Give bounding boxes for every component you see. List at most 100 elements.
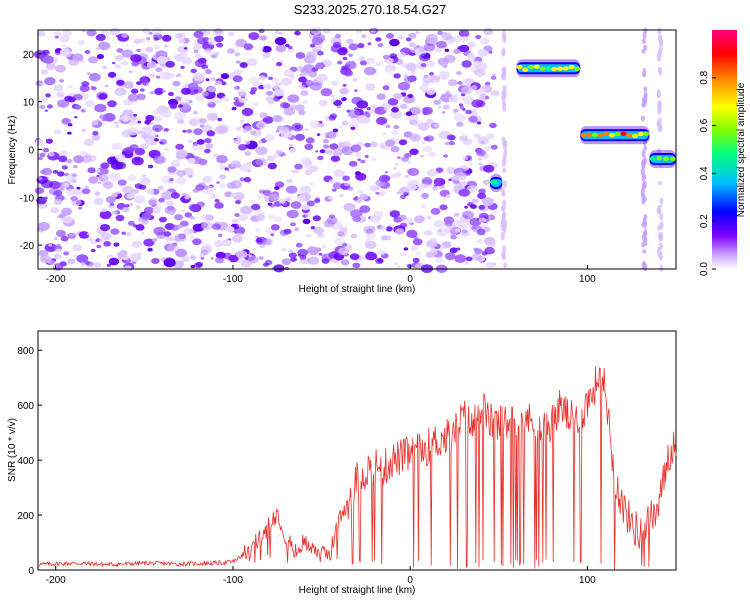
spectrogram-cell: [114, 124, 120, 129]
spectrogram-cell: [283, 107, 296, 116]
spectrogram-cell: [295, 242, 303, 248]
spectrogram-cell: [308, 182, 314, 186]
spectrogram-cell: [170, 74, 175, 78]
spectrogram-cell: [204, 148, 211, 154]
spectrogram-cell: [121, 60, 128, 66]
spectrogram-cell: [315, 62, 325, 70]
spectrogram-cell: [400, 103, 408, 110]
spectrogram-cell: [181, 209, 186, 213]
spectrogram-cell: [244, 125, 253, 132]
spectrogram-cell: [93, 262, 102, 268]
snr-x-tick-label: -200: [46, 575, 66, 586]
signal-peak: [614, 132, 621, 137]
spectrogram-cell: [285, 197, 291, 202]
spectrogram-cell: [102, 65, 108, 70]
spectrogram-cell: [483, 27, 494, 36]
spectrogram-cell: [135, 224, 145, 231]
spectrogram-cell: [263, 83, 272, 90]
spectrogram-cell: [429, 72, 434, 76]
signal-peak: [557, 66, 563, 71]
spectrogram-cell: [111, 142, 122, 150]
spectrogram-cell: [361, 34, 367, 39]
spectrogram-cell: [342, 56, 348, 61]
spectrogram-cell: [226, 48, 235, 55]
spectrogram-cell: [254, 102, 258, 106]
spectrogram-cell: [108, 172, 121, 182]
spectrogram-cell: [642, 232, 646, 243]
chart-title: S233.2025.270.18.54.G27: [294, 2, 447, 17]
spectrogram-cell: [354, 89, 358, 92]
spectrogram-cell: [117, 179, 127, 186]
spectrogram-cell: [459, 225, 464, 229]
spectrogram-cell: [146, 188, 155, 195]
spectrogram-cell: [139, 76, 148, 84]
spectrogram-cell: [332, 128, 339, 133]
spectrogram-cell: [205, 69, 212, 75]
spectrogram-cell: [78, 231, 90, 239]
spectrogram-cell: [86, 72, 91, 75]
spectrogram-cell: [454, 254, 467, 263]
spectrogram-cell: [89, 73, 101, 82]
spectrogram-cell: [485, 261, 495, 269]
spectrogram-cell: [42, 55, 54, 64]
spectrogram-cell: [85, 100, 96, 108]
spectrogram-cell: [52, 170, 59, 174]
spectrogram-cell: [151, 62, 155, 66]
spectrogram-cell: [48, 243, 53, 247]
spectrogram-cell: [301, 100, 308, 105]
spectrogram-cell: [343, 181, 352, 187]
snr-x-ticks: -200 -100 0 100: [46, 566, 596, 586]
snr-x-tick-label: 0: [407, 575, 413, 586]
signal-peak: [545, 66, 552, 71]
spectrogram-cell: [216, 155, 228, 164]
spectrogram-cell: [350, 233, 358, 239]
spectrogram-cell: [332, 41, 342, 48]
spectrogram-cell: [90, 239, 97, 245]
spectrogram-cell: [86, 232, 92, 236]
spectrogram-cell: [147, 247, 153, 252]
spectrogram-cell: [106, 263, 112, 267]
spectrogram-cell: [458, 188, 471, 197]
spectrogram-cell: [383, 235, 392, 241]
spectrogram-cell: [169, 103, 178, 109]
spectrogram-cell: [115, 153, 126, 162]
spectrogram-cell: [332, 148, 343, 157]
spectrogram-cell: [174, 214, 183, 221]
spectrogram-cell: [125, 204, 130, 208]
spectrogram-cell: [152, 124, 164, 133]
spectrogram-cell: [175, 150, 184, 157]
spectrogram-cell: [133, 195, 146, 204]
spectrogram-cell: [99, 210, 112, 220]
spectrogram-cell: [113, 121, 118, 125]
spectrogram-cell: [109, 27, 121, 36]
spectrogram-cell: [322, 28, 331, 34]
spectrogram-cell: [338, 247, 349, 256]
spectrogram-cell: [202, 175, 213, 183]
spectrogram-cell: [307, 256, 320, 265]
spectrogram-cell: [45, 138, 54, 144]
spectrogram-cell: [255, 146, 268, 156]
spectrogram-cell: [174, 96, 182, 102]
spectrogram-cell: [133, 38, 142, 45]
snr-x-axis-label: Height of straight line (km): [299, 585, 416, 596]
spectrogram-cell: [302, 218, 311, 225]
signal-peak: [562, 66, 569, 71]
spectrogram-cell: [68, 85, 73, 89]
spectrogram-cell: [405, 37, 412, 42]
spectrogram-cell: [315, 150, 319, 153]
spectrogram-cell: [92, 131, 99, 136]
spectrogram-cell: [375, 62, 381, 67]
spectrogram-cell: [356, 100, 369, 109]
spectrogram-cell: [477, 48, 489, 57]
spectrogram-cell: [204, 138, 212, 144]
spectrogram-cell: [55, 229, 66, 237]
spectrogram-cell: [98, 93, 108, 100]
spectrogram-cell: [143, 206, 154, 215]
spectrogram-cell: [310, 26, 322, 35]
spectrogram-y-tick-label: 20: [23, 50, 35, 61]
spectrogram-cell: [284, 43, 290, 48]
snr-x-tick-label: -100: [223, 575, 243, 586]
spectrogram-cell: [176, 176, 187, 185]
spectrogram-cell: [123, 81, 134, 89]
spectrogram-cell: [419, 46, 425, 51]
